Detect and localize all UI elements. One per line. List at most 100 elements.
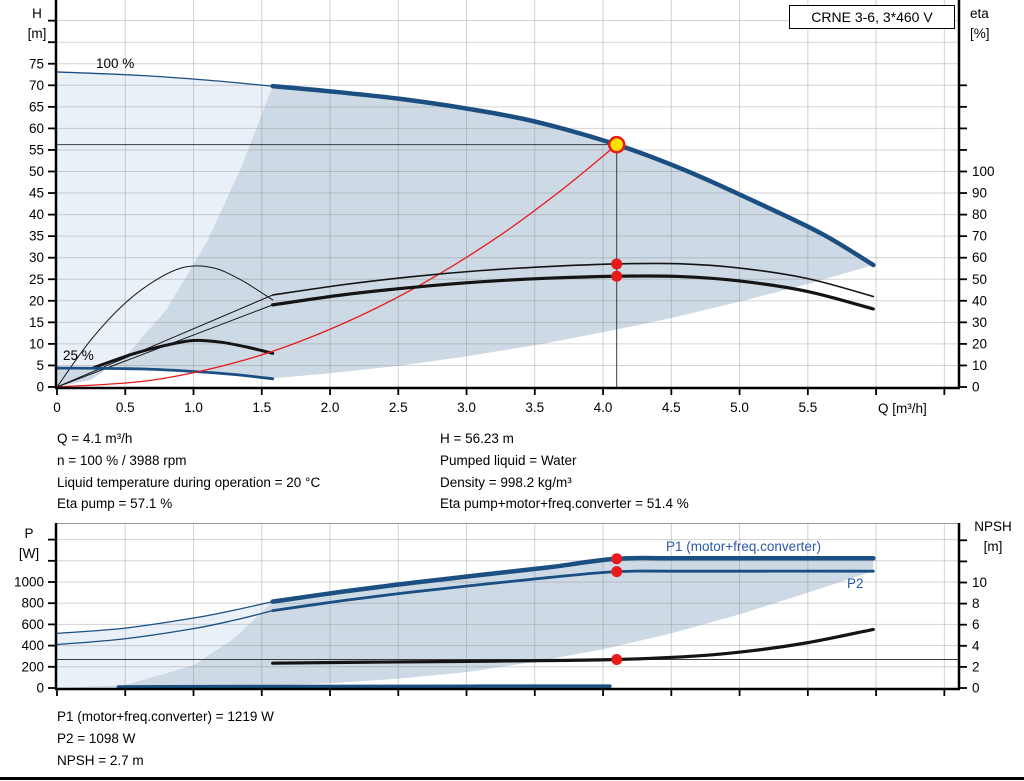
marker-p2-dot [611, 566, 623, 578]
info-line: Pumped liquid = Water [440, 452, 577, 468]
x-tick-label: 3.5 [525, 400, 544, 415]
series-pump-100-main [270, 83, 876, 268]
series-eta-total-curve [271, 274, 875, 311]
x-tick-label: 3.0 [457, 400, 476, 415]
y-left-tick-label: 65 [29, 99, 44, 114]
chart-group: 0 200 400 600 800 1000 0 2 4 6 8 10 [14, 523, 987, 696]
speed-100-label: 100 % [96, 56, 135, 71]
series-p-25-line [116, 684, 612, 689]
npsh-axis-title: NPSH [m] [974, 519, 1012, 554]
y-right-tick-label: 8 [972, 596, 980, 611]
y-left-tick-label: 75 [29, 56, 44, 71]
y-left-tick-label: 0 [36, 681, 44, 696]
x-tick-label: 1.0 [184, 400, 203, 415]
power-info-block: P1 (motor+freq.converter) = 1219 W P2 = … [57, 706, 274, 771]
y-right-tick-label: 10 [972, 575, 987, 590]
pump-title-box: CRNE 3-6, 3*460 V [789, 5, 955, 29]
series-p2-main [271, 569, 875, 613]
y-right-tick-label: 100 [972, 164, 995, 179]
info-line: P2 = 1098 W [57, 730, 136, 746]
y-left-tick-label: 55 [29, 142, 44, 157]
series-p1-main [270, 555, 876, 604]
series-origin-eta-pump-line [56, 294, 274, 388]
q-axis-title: Q [m³/h] [878, 401, 927, 416]
info-line: Liquid temperature during operation = 20… [57, 474, 321, 490]
y-right-tick-label: 2 [972, 659, 980, 674]
y-left-tick-label: 5 [36, 358, 44, 373]
y-left-tick-label: 50 [29, 164, 44, 179]
series-eta-arc [56, 265, 274, 388]
marker-eta-pump-dot [611, 258, 623, 270]
p1-curve-label: P1 (motor+freq.converter) [666, 539, 821, 554]
info-line: NPSH = 2.7 m [57, 752, 144, 768]
y-left-tick-label: 30 [29, 250, 44, 265]
y-left-tick-label: 20 [29, 293, 44, 308]
y-left-tick-label: 25 [29, 272, 44, 287]
chart-group: 0 0.5 1.0 1.5 2.0 2.5 3.0 3.5 4.0 4.5 5.0 5.5 0 5 10 15… [29, 0, 995, 415]
x-tick-label: 4.0 [594, 400, 613, 415]
y-left-tick-label: 10 [29, 336, 44, 351]
region-envelope-medium [57, 558, 874, 688]
y-left-tick-label: 800 [21, 596, 44, 611]
info-line: Q = 4.1 m³/h [57, 431, 133, 446]
x-tick-label: 1.5 [252, 400, 271, 415]
y-right-tick-label: 40 [972, 293, 987, 308]
x-tick-label: 4.5 [662, 400, 681, 415]
y-left-tick-label: 40 [29, 207, 44, 222]
series-p1-thin [56, 600, 274, 635]
x-tick-label: 2.0 [321, 400, 340, 415]
info-line: P1 (motor+freq.converter) = 1219 W [57, 709, 274, 724]
info-line: Density = 998.2 kg/m³ [440, 474, 572, 490]
duty-info-left: Q = 4.1 m³/h n = 100 % / 3988 rpm Liquid… [57, 428, 320, 515]
y-right-tick-label: 20 [972, 336, 987, 351]
x-tick-label: 2.5 [389, 400, 408, 415]
y-right-tick-label: 10 [972, 358, 987, 373]
y-left-tick-label: 400 [21, 638, 44, 653]
y-left-tick-label: 0 [36, 380, 44, 395]
info-line: H = 56.23 m [440, 431, 514, 446]
region-envelope-light [57, 71, 273, 388]
y-left-tick-label: 70 [29, 78, 44, 93]
speed-25-label: 25 % [63, 348, 94, 363]
series-pump-100-thin [56, 71, 274, 87]
duty-info-right: H = 56.23 m Pumped liquid = Water Densit… [440, 428, 689, 515]
y-right-tick-label: 4 [972, 638, 980, 653]
y-left-tick-label: 200 [21, 659, 44, 674]
series-eta-pump-curve [271, 262, 875, 298]
y-left-tick-label: 15 [29, 315, 44, 330]
x-tick-label: 5.0 [730, 400, 749, 415]
y-left-tick-label: 35 [29, 229, 44, 244]
y-left-tick-label: 1000 [14, 575, 44, 590]
info-line: Eta pump = 57.1 % [57, 496, 173, 512]
y-right-tick-label: 30 [972, 315, 987, 330]
y-right-tick-label: 80 [972, 207, 987, 222]
eta-axis-title: eta [%] [970, 6, 990, 41]
y-right-tick-label: 70 [972, 229, 987, 244]
p-axis-title: P [W] [18, 526, 40, 561]
y-left-tick-label: 45 [29, 186, 44, 201]
marker-p1-dot [611, 553, 623, 565]
region-envelope-medium [57, 86, 874, 388]
series-p2-thin [56, 609, 274, 646]
h-axis-title: H [m] [27, 6, 47, 41]
x-tick-label: 0.5 [116, 400, 135, 415]
info-line: Eta pump+motor+freq.converter = 51.4 % [440, 496, 689, 512]
y-right-tick-label: 60 [972, 250, 987, 265]
y-left-tick-label: 60 [29, 121, 44, 136]
y-right-tick-label: 50 [972, 272, 987, 287]
page-bottom-rule [0, 777, 1024, 780]
x-tick-label: 5.5 [798, 400, 817, 415]
p2-curve-label: P2 [847, 576, 864, 591]
x-tick-label: 0 [53, 400, 61, 415]
y-right-tick-label: 6 [972, 617, 980, 632]
series-eta-25-curve [92, 338, 275, 370]
series-system-curve-red [56, 144, 618, 388]
marker-eta-total-dot [611, 270, 623, 282]
info-line: n = 100 % / 3988 rpm [57, 452, 187, 468]
y-right-tick-label: 0 [972, 681, 980, 696]
series-pump-25-curve [55, 366, 275, 381]
y-right-tick-label: 0 [972, 380, 980, 395]
y-left-tick-label: 600 [21, 617, 44, 632]
